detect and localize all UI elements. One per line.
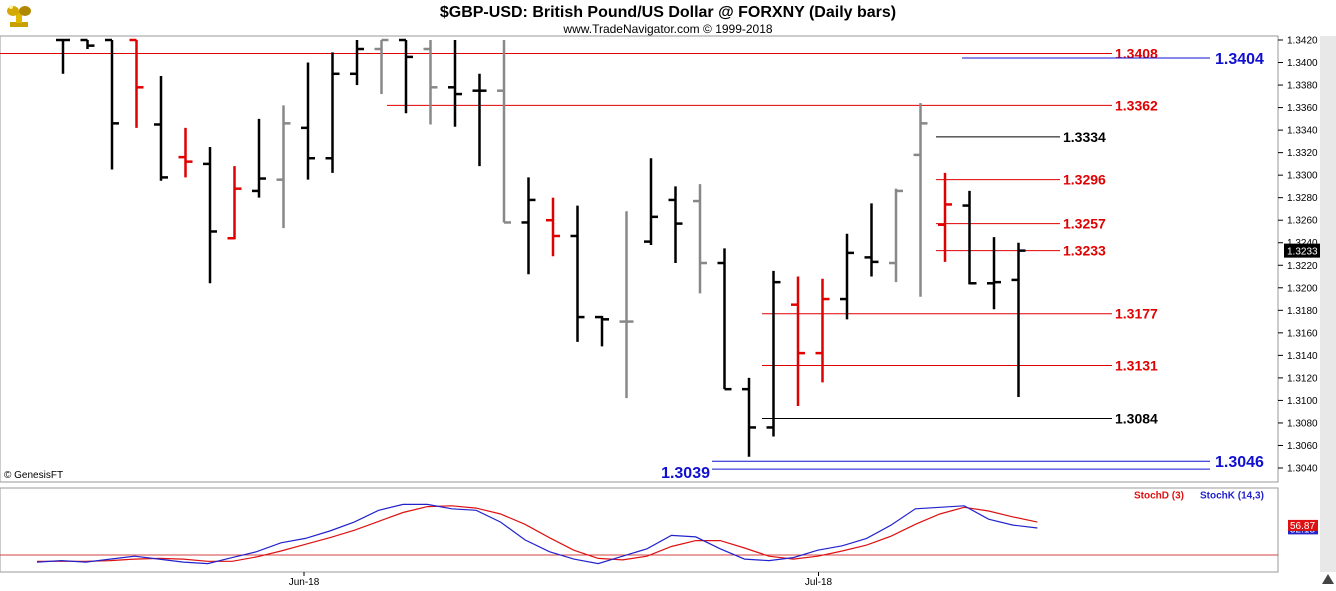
stoch-k-legend: StochK (14,3) — [1200, 490, 1264, 501]
ohlc-bar — [619, 211, 634, 399]
ohlc-bar — [521, 177, 536, 275]
price-tick-label: 1.3160 — [1287, 328, 1318, 339]
ohlc-bar — [766, 270, 781, 437]
ohlc-bar — [56, 38, 70, 74]
price-tick-label: 1.3180 — [1287, 306, 1318, 317]
scroll-up-icon[interactable] — [1322, 574, 1334, 584]
ohlc-bar — [693, 184, 707, 294]
price-tick-label: 1.3360 — [1287, 103, 1318, 114]
price-tick-label: 1.3200 — [1287, 283, 1318, 294]
ohlc-bar — [644, 158, 658, 245]
ohlc-bar — [423, 40, 438, 125]
price-panel — [0, 35, 1279, 483]
price-tick-label: 1.3280 — [1287, 193, 1318, 204]
ohlc-bar — [325, 52, 340, 173]
stoch-k-line — [36, 503, 1038, 565]
level-label: 1.3257 — [1063, 216, 1106, 232]
ohlc-bar — [399, 38, 413, 114]
blue-level-label: 1.3404 — [1215, 51, 1264, 68]
level-label: 1.3084 — [1115, 410, 1158, 426]
vertical-scrollbar[interactable] — [1320, 36, 1336, 584]
ohlc-bar — [668, 186, 683, 264]
stoch-d-line — [37, 505, 1038, 562]
blue-level-label: 1.3046 — [1215, 454, 1264, 471]
levels: 1.3408 1.3362 1.3334 1.3296 1.3257 1.3233 1.31… — [0, 46, 1158, 426]
ohlc-bar — [154, 76, 168, 181]
stoch-d-value: 56.87 — [1290, 521, 1315, 532]
ohlc-bar — [105, 38, 119, 170]
ohlc-bar — [350, 40, 364, 86]
price-tick-label: 1.3380 — [1287, 81, 1318, 92]
month-label: Jul-18 — [805, 577, 833, 588]
bull-bear-icon — [7, 5, 31, 27]
ohlc-bar — [448, 40, 462, 127]
price-tick-label: 1.3120 — [1287, 373, 1318, 384]
ohlc-bar — [717, 248, 732, 391]
stoch-d-value-box — [1288, 519, 1318, 531]
price-tick-label: 1.3400 — [1287, 58, 1318, 69]
copyright: © GenesisFT — [4, 470, 63, 481]
ohlc-bar — [178, 127, 193, 178]
price-tick-label: 1.3320 — [1287, 148, 1318, 159]
ohlc-bar — [203, 147, 217, 284]
ohlc-bar — [374, 38, 389, 95]
ohlc-bar — [472, 73, 487, 167]
price-tick-label: 1.3100 — [1287, 396, 1318, 407]
price-tick-label: 1.3220 — [1287, 261, 1318, 272]
price-bars — [56, 38, 1026, 457]
price-tick-label: 1.3260 — [1287, 216, 1318, 227]
price-tick-label: 1.3340 — [1287, 126, 1318, 137]
stoch-d-legend: StochD (3) — [1134, 490, 1184, 501]
ohlc-bar — [546, 197, 560, 257]
price-tick-label: 1.3040 — [1287, 464, 1318, 475]
level-label: 1.3233 — [1063, 243, 1106, 259]
blue-level-label: 1.3039 — [661, 465, 710, 482]
stochastic-lines — [36, 503, 1038, 565]
chart-subtitle: www.TradeNavigator.com © 1999-2018 — [562, 22, 772, 36]
ohlc-bar — [276, 105, 291, 229]
ohlc-bar — [497, 40, 511, 224]
last-price-label: 1.3233 — [1287, 247, 1318, 258]
date-axis: Jun-18 Jul-18 — [0, 571, 1278, 588]
ohlc-bar — [840, 233, 854, 320]
ohlc-bar — [80, 38, 95, 50]
ohlc-bar — [301, 62, 315, 180]
level-label: 1.3408 — [1115, 46, 1158, 62]
ohlc-bar — [595, 315, 609, 347]
level-label: 1.3334 — [1063, 129, 1106, 145]
price-axis: 1.3040 1.3060 1.3080 1.3100 1.3120 1.3140 1.31… — [1278, 36, 1320, 475]
last-price-box — [1284, 243, 1320, 258]
ohlc-bar — [791, 276, 805, 407]
chart-title: $GBP-USD: British Pound/US Dollar @ FORX… — [440, 4, 896, 21]
ohlc-bar — [938, 172, 952, 262]
level-label: 1.3362 — [1115, 97, 1158, 113]
ohlc-bar — [129, 38, 144, 128]
level-label: 1.3131 — [1115, 358, 1158, 374]
level-label: 1.3296 — [1063, 172, 1106, 188]
ohlc-bar — [227, 166, 242, 240]
logo — [7, 5, 31, 27]
ohlc-bar — [913, 103, 928, 297]
blue-levels: 1.3404 1.3046 1.3039 — [661, 51, 1264, 482]
ohlc-bar — [1011, 242, 1026, 398]
price-tick-label: 1.3060 — [1287, 441, 1318, 452]
ohlc-bar — [864, 203, 879, 277]
ohlc-bar — [742, 377, 756, 457]
ohlc-bar — [570, 205, 585, 342]
price-tick-label: 1.3420 — [1287, 36, 1318, 47]
month-label: Jun-18 — [289, 577, 320, 588]
price-tick-label: 1.3080 — [1287, 418, 1318, 429]
price-tick-label: 1.3300 — [1287, 171, 1318, 182]
ohlc-bar — [987, 237, 1001, 310]
level-label: 1.3177 — [1115, 306, 1158, 322]
ohlc-bar — [815, 278, 830, 383]
price-tick-label: 1.3140 — [1287, 351, 1318, 362]
stoch-axis: 52.1856.87 — [1288, 519, 1318, 535]
ohlc-bar — [252, 118, 266, 198]
ohlc-bar — [962, 190, 977, 285]
ohlc-bar — [889, 188, 903, 283]
